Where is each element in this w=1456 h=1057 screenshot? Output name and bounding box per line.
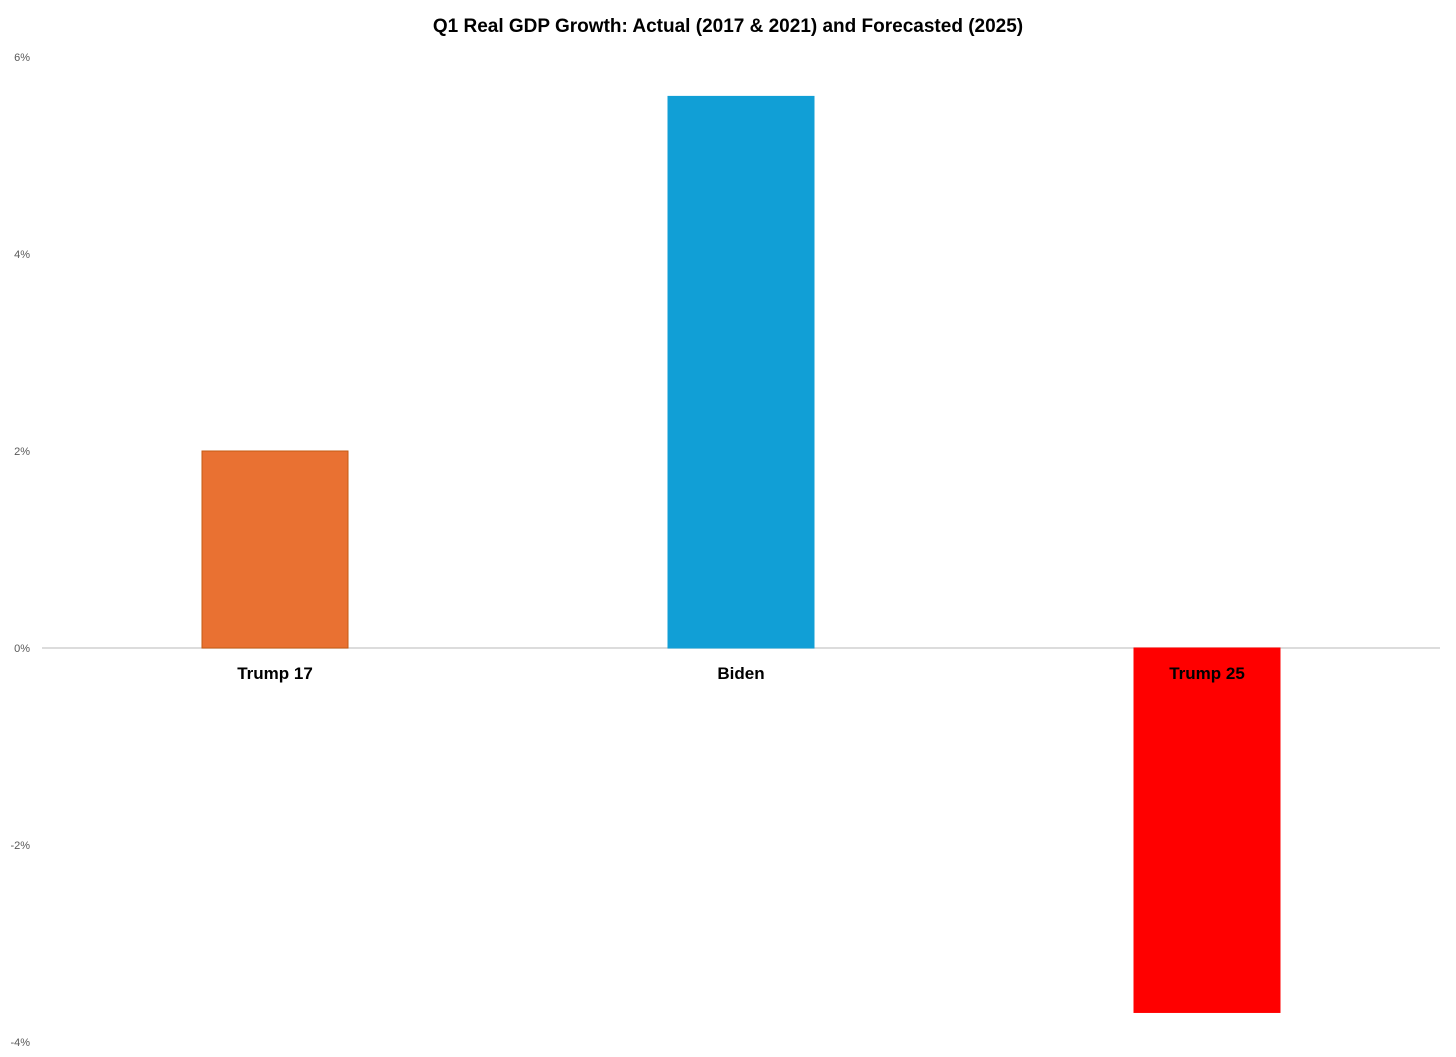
bar-trump-17 bbox=[201, 450, 349, 649]
bar-trump-25 bbox=[1133, 647, 1281, 1013]
category-label: Trump 25 bbox=[1169, 664, 1245, 683]
y-tick-label: 0% bbox=[14, 643, 30, 655]
y-tick-label: -4% bbox=[10, 1037, 30, 1049]
y-tick-label: 2% bbox=[14, 446, 30, 458]
bars bbox=[201, 95, 1281, 1013]
y-axis: -4% -2% 0% 2% 4% 6% bbox=[10, 52, 30, 1049]
category-label: Trump 17 bbox=[237, 664, 313, 683]
y-tick-label: 6% bbox=[14, 52, 30, 64]
y-tick-label: -2% bbox=[10, 840, 30, 852]
bar-biden bbox=[667, 95, 815, 649]
chart-title: Q1 Real GDP Growth: Actual (2017 & 2021)… bbox=[433, 16, 1023, 37]
category-label: Biden bbox=[717, 664, 764, 683]
category-labels: Trump 17 Biden Trump 25 bbox=[237, 664, 1245, 683]
y-tick-label: 4% bbox=[14, 249, 30, 261]
